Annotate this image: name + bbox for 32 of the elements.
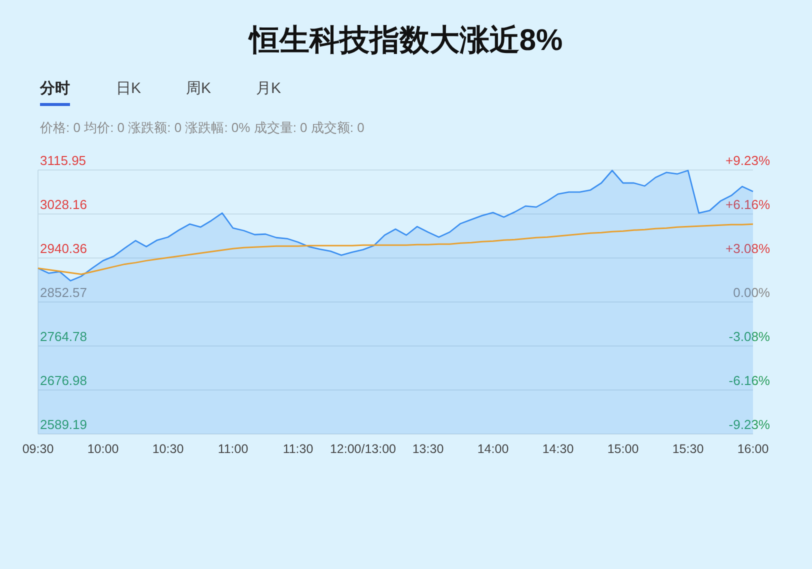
x-tick-label: 13:30 [412, 442, 444, 456]
y2-tick-label: -6.16% [728, 373, 770, 388]
text: 周K [186, 80, 212, 97]
x-tick-label: 11:30 [282, 442, 314, 456]
y-tick-label: 2676.98 [40, 373, 87, 388]
x-tick-label: 15:00 [607, 442, 639, 456]
x-tick-label: 09:30 [22, 442, 54, 456]
x-tick-label: 14:30 [542, 442, 574, 456]
text: 月K [256, 80, 282, 97]
y2-tick-label: 0.00% [733, 285, 770, 300]
text: 分时 [39, 80, 70, 97]
x-tick-label: 15:30 [672, 442, 704, 456]
y2-tick-label: +3.08% [726, 240, 770, 256]
x-tick-label: 12:00/13:00 [330, 442, 396, 456]
x-tick-label: 16:00 [737, 442, 769, 456]
y-tick-label: 3115.95 [40, 153, 86, 168]
y-tick-label: 2852.57 [40, 285, 87, 300]
y2-tick-label: -3.08% [728, 329, 770, 344]
y2-tick-label: +9.23% [726, 153, 770, 168]
chart-title: 恒生科技指数大涨近8% [247, 24, 563, 57]
y-tick-label: 2764.78 [40, 329, 87, 344]
x-tick-label: 10:30 [152, 442, 184, 456]
y-tick-label: 2589.19 [40, 417, 87, 432]
y2-tick-label: -9.23% [728, 417, 770, 432]
y-tick-label: 3028.16 [40, 197, 87, 212]
text: 日K [116, 80, 142, 97]
text: 价格: 0 均价: 0 涨跌额: 0 涨跌幅: 0% 成交量: 0 成交额: 0 [39, 120, 364, 135]
x-tick-label: 11:00 [218, 442, 248, 456]
x-tick-label: 14:00 [477, 442, 509, 456]
y2-tick-label: +6.16% [726, 196, 770, 212]
x-tick-label: 10:00 [87, 442, 119, 456]
y-tick-label: 2940.36 [40, 241, 87, 256]
